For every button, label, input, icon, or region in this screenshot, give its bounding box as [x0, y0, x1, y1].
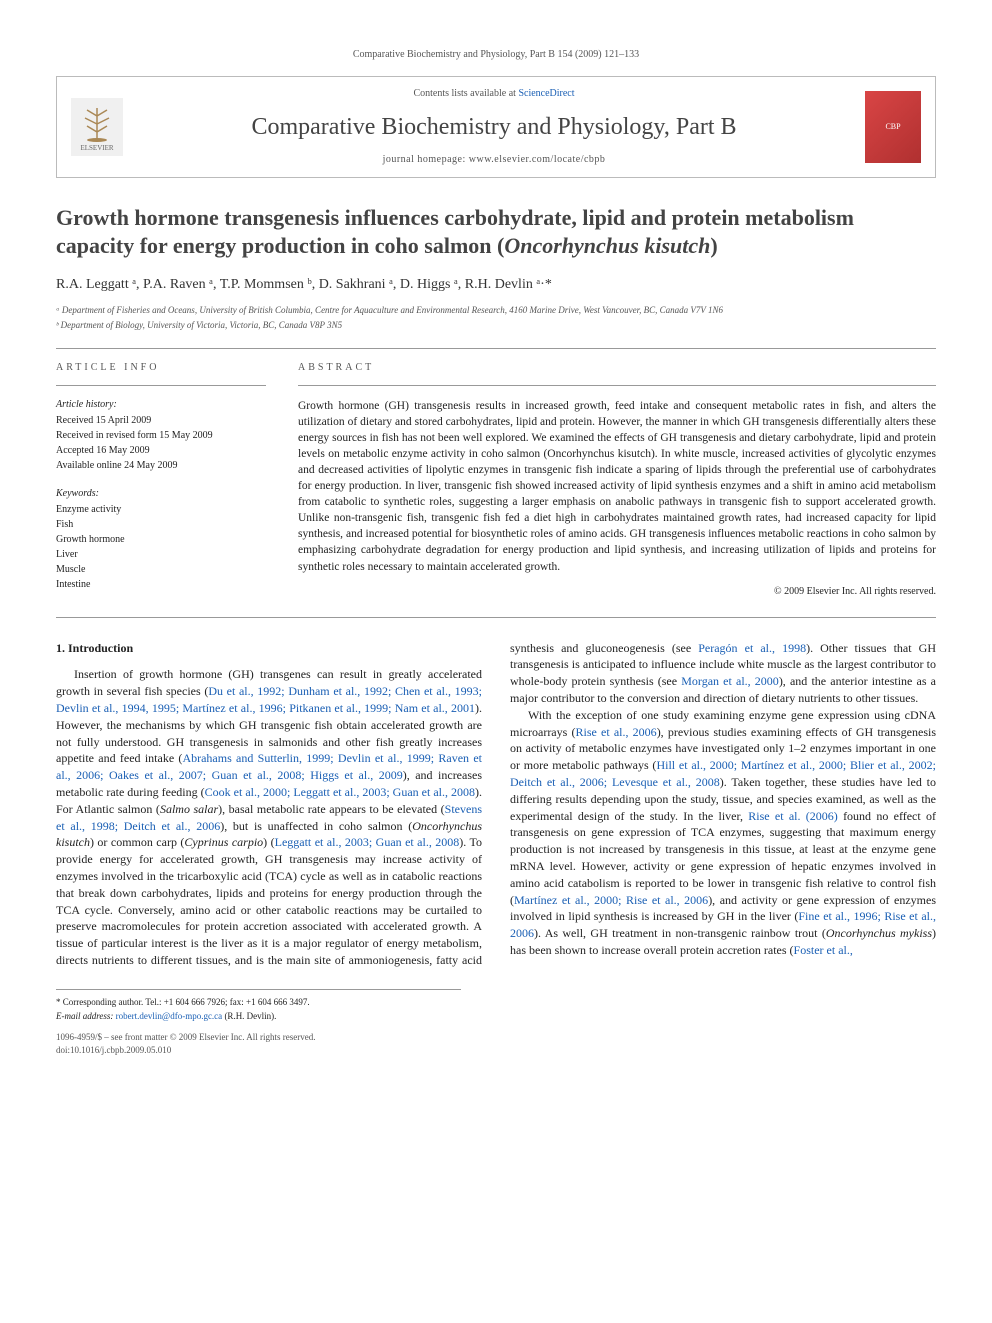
issn-line: 1096-4959/$ – see front matter © 2009 El…	[56, 1031, 936, 1044]
species-name: Oncorhynchus mykiss	[826, 926, 932, 940]
citation-link[interactable]: Rise et al. (2006)	[748, 809, 838, 823]
divider	[298, 385, 936, 386]
citation-link[interactable]: Foster et al.,	[794, 943, 853, 957]
species-name: Salmo salar	[160, 802, 218, 816]
history-revised: Received in revised form 15 May 2009	[56, 429, 266, 443]
sciencedirect-link[interactable]: ScienceDirect	[518, 88, 574, 99]
abstract-copyright: © 2009 Elsevier Inc. All rights reserved…	[298, 585, 936, 599]
keyword: Enzyme activity	[56, 503, 266, 517]
doi-line: doi:10.1016/j.cbpb.2009.05.010	[56, 1044, 936, 1057]
corresponding-author: * Corresponding author. Tel.: +1 604 666…	[56, 996, 461, 1009]
email-label: E-mail address:	[56, 1011, 116, 1021]
divider	[56, 348, 936, 349]
text: ) (	[263, 835, 274, 849]
abstract-header: abstract	[298, 361, 936, 375]
journal-info-mid: Contents lists available at ScienceDirec…	[137, 87, 851, 167]
history-accepted: Accepted 16 May 2009	[56, 444, 266, 458]
author-list: R.A. Leggatt ᵃ, P.A. Raven ᵃ, T.P. Momms…	[56, 275, 936, 295]
citation-link[interactable]: Martínez et al., 2000; Rise et al., 2006	[514, 893, 708, 907]
journal-homepage-line: journal homepage: www.elsevier.com/locat…	[137, 153, 851, 167]
section-heading-intro: 1. Introduction	[56, 640, 482, 657]
keyword: Fish	[56, 518, 266, 532]
info-abstract-row: article info Article history: Received 1…	[56, 361, 936, 599]
keyword: Growth hormone	[56, 533, 266, 547]
affiliation-b: ᵇ Department of Biology, University of V…	[56, 319, 936, 332]
text: ) or common carp (	[90, 835, 184, 849]
doi-block: 1096-4959/$ – see front matter © 2009 El…	[56, 1031, 936, 1056]
contents-available-line: Contents lists available at ScienceDirec…	[137, 87, 851, 101]
text: ), but is unaffected in coho salmon (	[220, 819, 412, 833]
keyword: Muscle	[56, 563, 266, 577]
email-line: E-mail address: robert.devlin@dfo-mpo.gc…	[56, 1010, 461, 1023]
history-online: Available online 24 May 2009	[56, 459, 266, 473]
running-header: Comparative Biochemistry and Physiology,…	[56, 48, 936, 62]
article-title: Growth hormone transgenesis influences c…	[56, 204, 936, 261]
keyword: Intestine	[56, 578, 266, 592]
citation-link[interactable]: Morgan et al., 2000	[681, 674, 779, 688]
abstract-block: abstract Growth hormone (GH) transgenesi…	[298, 361, 936, 599]
history-label: Article history:	[56, 398, 266, 412]
elsevier-logo: ELSEVIER	[71, 98, 123, 156]
email-tail: (R.H. Devlin).	[222, 1011, 276, 1021]
email-link[interactable]: robert.devlin@dfo-mpo.gc.ca	[116, 1011, 223, 1021]
intro-paragraph-2: With the exception of one study examinin…	[510, 707, 936, 959]
keywords-label: Keywords:	[56, 487, 266, 501]
keyword: Liver	[56, 548, 266, 562]
title-species: Oncorhynchus kisutch	[504, 233, 710, 258]
title-tail: )	[710, 233, 717, 258]
affiliation-a: ᵃ Department of Fisheries and Oceans, Un…	[56, 304, 936, 317]
citation-link[interactable]: Peragón et al., 1998	[698, 641, 806, 655]
citation-link[interactable]: Leggatt et al., 2003; Guan et al., 2008	[275, 835, 460, 849]
article-info-block: article info Article history: Received 1…	[56, 361, 266, 599]
elsevier-logo-text: ELSEVIER	[80, 144, 113, 154]
divider	[56, 385, 266, 386]
abstract-text: Growth hormone (GH) transgenesis results…	[298, 398, 936, 575]
citation-link[interactable]: Rise et al., 2006	[575, 725, 656, 739]
journal-name: Comparative Biochemistry and Physiology,…	[137, 111, 851, 145]
citation-link[interactable]: Cook et al., 2000; Leggatt et al., 2003;…	[205, 785, 475, 799]
divider	[56, 617, 936, 618]
journal-info-box: ELSEVIER Contents lists available at Sci…	[56, 76, 936, 178]
contents-prefix: Contents lists available at	[413, 88, 518, 99]
title-main: Growth hormone transgenesis influences c…	[56, 205, 854, 259]
article-info-header: article info	[56, 361, 266, 375]
text: ), basal metabolic rate appears to be el…	[218, 802, 445, 816]
text: ). As well, GH treatment in non-transgen…	[534, 926, 826, 940]
elsevier-tree-icon	[77, 104, 117, 144]
body-columns: 1. Introduction Insertion of growth horm…	[56, 640, 936, 969]
footnotes: * Corresponding author. Tel.: +1 604 666…	[56, 989, 461, 1023]
history-received: Received 15 April 2009	[56, 414, 266, 428]
journal-cover-thumbnail: CBP	[865, 91, 921, 163]
species-name: Cyprinus carpio	[184, 835, 263, 849]
affiliations: ᵃ Department of Fisheries and Oceans, Un…	[56, 304, 936, 331]
